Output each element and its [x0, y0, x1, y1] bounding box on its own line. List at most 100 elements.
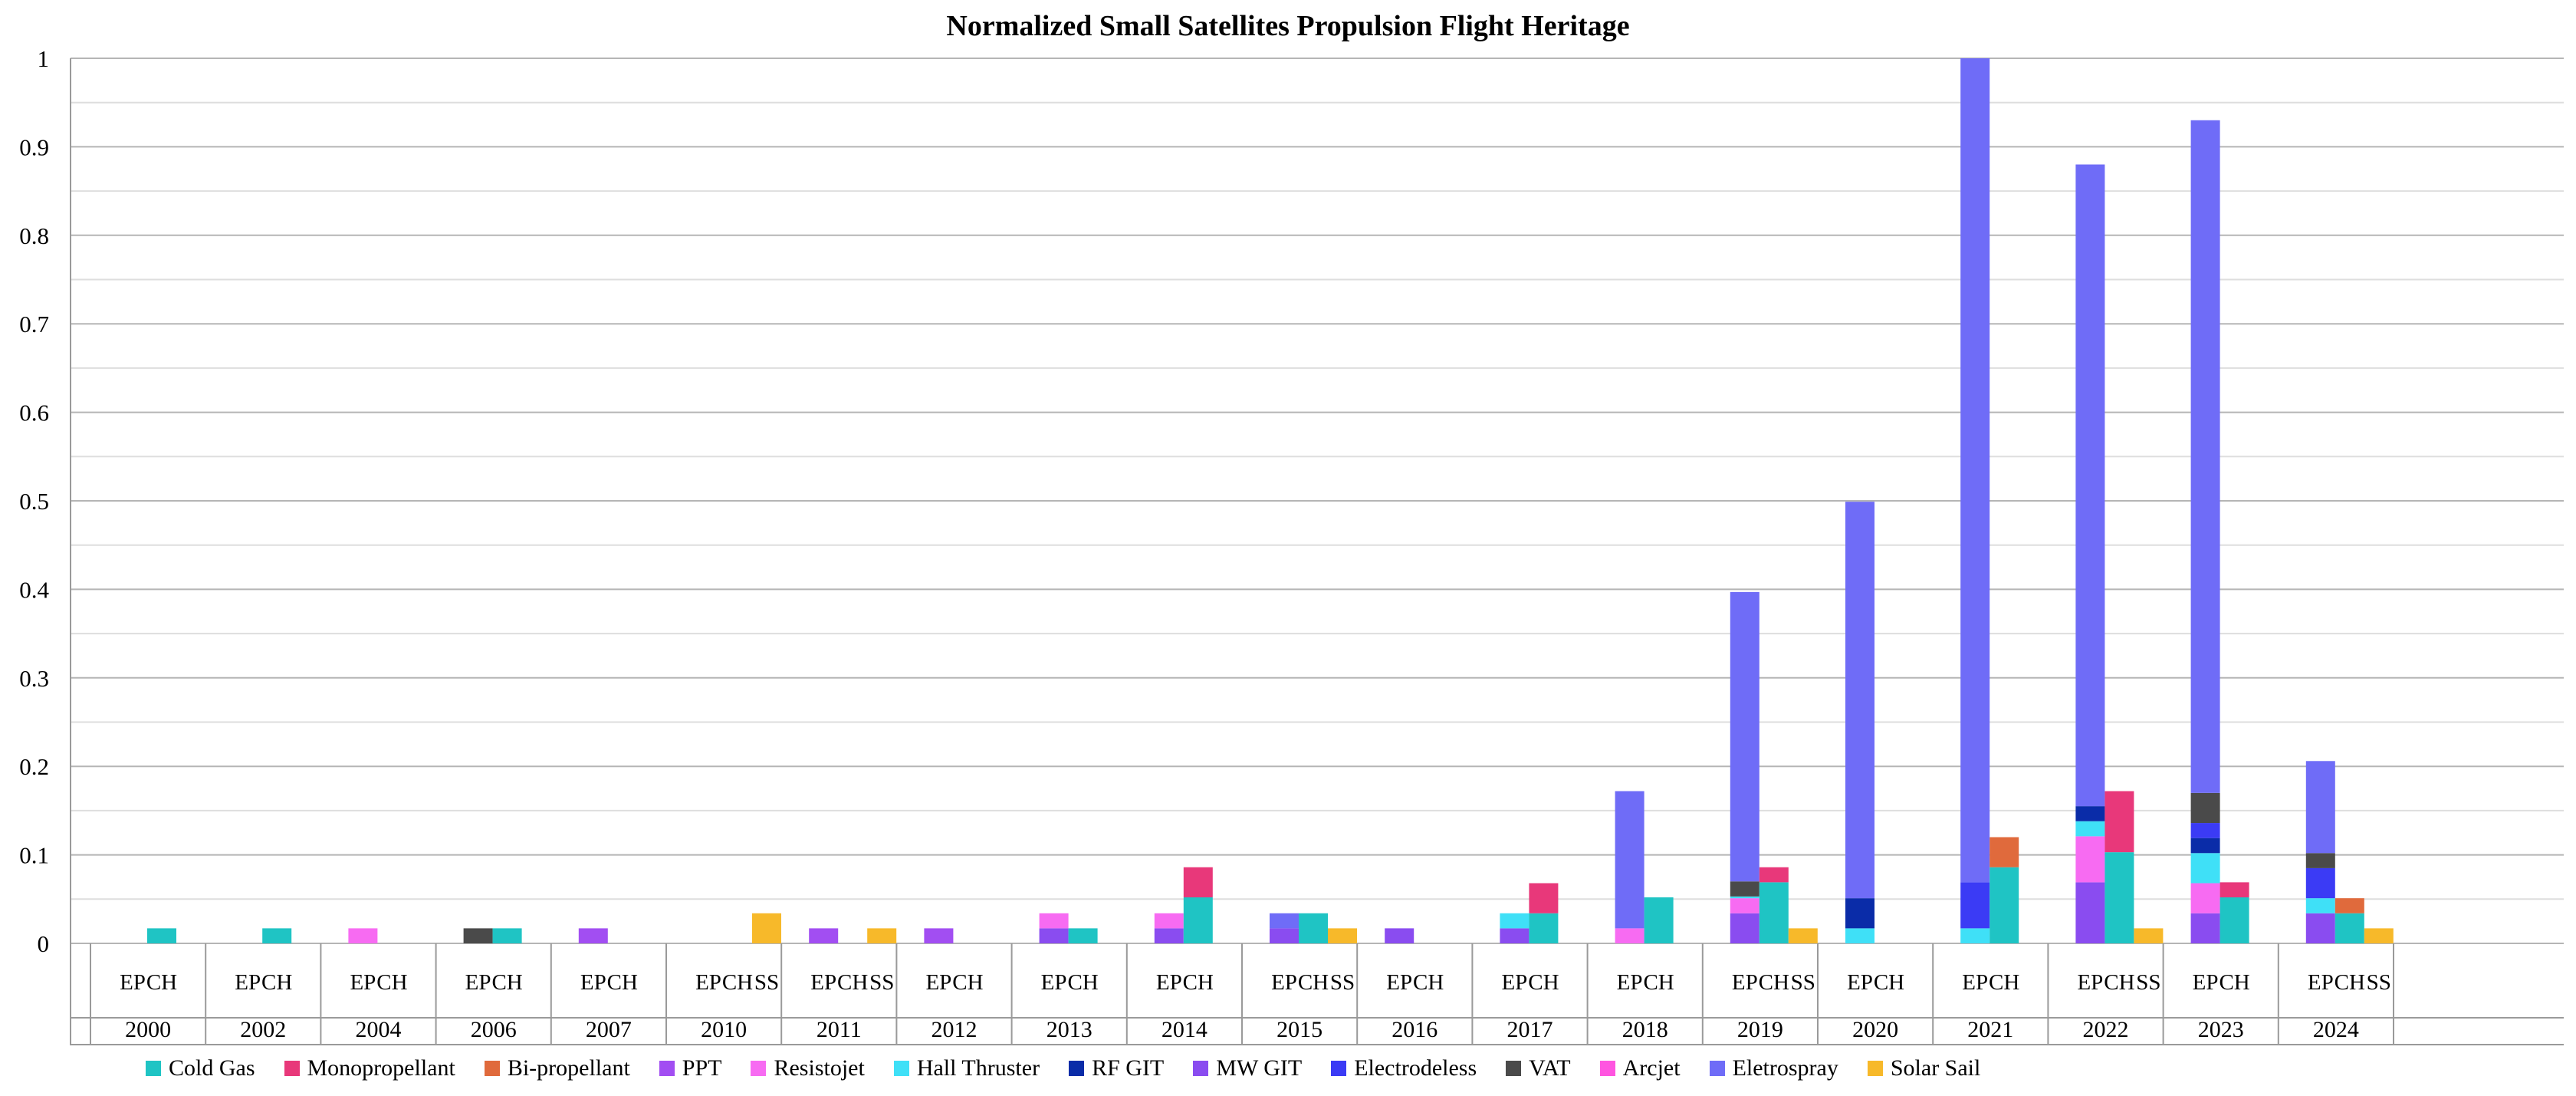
- bar-segment: [1039, 928, 1069, 943]
- bar-segment: [1529, 913, 1559, 943]
- legend-swatch: [1709, 1061, 1725, 1076]
- bar-segment: [1990, 837, 2019, 867]
- bar-segment: [1730, 881, 1760, 897]
- legend-item: Hall Thruster: [893, 1055, 1040, 1081]
- bar-segment: [1529, 883, 1559, 913]
- bar-segment: [924, 928, 954, 943]
- y-tick-label: 0.2: [19, 753, 49, 780]
- bar-segment: [1299, 913, 1328, 943]
- legend-label: PPT: [682, 1055, 722, 1081]
- x-group-label: 2017: [1507, 1017, 1553, 1042]
- bar-segment: [1845, 502, 1875, 899]
- y-tick-label: 0: [38, 930, 50, 957]
- legend-item: Eletrospray: [1709, 1055, 1838, 1081]
- bar-segment: [2075, 836, 2105, 883]
- bar-label: SS: [1791, 970, 1815, 995]
- bar-label: SS: [754, 970, 779, 995]
- legend-swatch: [1599, 1061, 1615, 1076]
- bar-label: EP: [1847, 970, 1873, 995]
- bar-label: EP: [235, 970, 261, 995]
- bar-segment: [2305, 913, 2335, 943]
- bar-segment: [2305, 867, 2335, 899]
- legend-swatch: [893, 1061, 909, 1076]
- y-tick-label: 0.6: [19, 400, 49, 426]
- bar-segment: [1990, 867, 2019, 943]
- bar-segment: [1730, 913, 1760, 943]
- bar-segment: [1759, 867, 1789, 883]
- bar-segment: [1154, 913, 1184, 929]
- y-tick-label: 0.8: [19, 222, 49, 249]
- bar-segment: [2190, 883, 2220, 913]
- bar-label: CH: [2219, 970, 2249, 995]
- bar-label: EP: [350, 970, 376, 995]
- bar-label: CH: [1183, 970, 1214, 995]
- legend-label: MW GIT: [1216, 1055, 1303, 1081]
- legend-item: Cold Gas: [146, 1055, 255, 1081]
- bar-label: EP: [2308, 970, 2334, 995]
- bar-segment: [1960, 882, 1990, 929]
- bar-label: CH: [722, 970, 753, 995]
- bar-label: EP: [1041, 970, 1067, 995]
- bar-segment: [1730, 896, 1760, 899]
- x-group-label: 2024: [2313, 1017, 2359, 1042]
- legend-label: Electrodeless: [1354, 1055, 1477, 1081]
- legend-swatch: [1193, 1061, 1209, 1076]
- bar-segment: [1730, 898, 1760, 913]
- bar-segment: [1385, 928, 1414, 943]
- bar-label: CH: [1989, 970, 2019, 995]
- bar-segment: [2190, 823, 2220, 838]
- bar-segment: [2190, 913, 2220, 943]
- bar-segment: [2104, 791, 2134, 853]
- bar-segment: [809, 928, 839, 943]
- bar-segment: [1644, 897, 1674, 943]
- bar-label: SS: [869, 970, 894, 995]
- bar-segment: [2334, 898, 2364, 913]
- bar-segment: [752, 913, 781, 943]
- bar-segment: [2305, 898, 2335, 913]
- chart-title: Normalized Small Satellites Propulsion F…: [946, 10, 1630, 42]
- bar-segment: [348, 928, 378, 943]
- legend-label: Arcjet: [1622, 1055, 1681, 1081]
- bar-label: EP: [580, 970, 606, 995]
- bar-segment: [2075, 806, 2105, 821]
- bar-segment: [147, 928, 176, 943]
- bar-segment: [2134, 928, 2164, 943]
- bar-segment: [1960, 58, 1990, 883]
- bar-segment: [1183, 867, 1213, 897]
- bar-segment: [1154, 928, 1184, 943]
- x-group-label: 2020: [1852, 1017, 1898, 1042]
- legend-item: RF GIT: [1069, 1055, 1164, 1081]
- bar-segment: [867, 928, 897, 943]
- chart-legend: Cold Gas Monopropellant Bi-propellant PPT Re…: [146, 1049, 2446, 1088]
- bar-label: EP: [2193, 970, 2219, 995]
- legend-item: Monopropellant: [284, 1055, 455, 1081]
- bar-label: CH: [607, 970, 638, 995]
- x-group-label: 2006: [471, 1017, 517, 1042]
- legend-swatch: [484, 1061, 500, 1076]
- bar-label: CH: [376, 970, 407, 995]
- legend-swatch: [1331, 1061, 1347, 1076]
- x-group-label: 2019: [1737, 1017, 1783, 1042]
- bar-segment: [1960, 928, 1990, 943]
- bar-segment: [1270, 928, 1299, 943]
- legend-item: Resistojet: [751, 1055, 865, 1081]
- x-group-label: 2018: [1622, 1017, 1668, 1042]
- legend-item: VAT: [1506, 1055, 1571, 1081]
- bar-segment: [2364, 928, 2394, 943]
- bar-label: EP: [1732, 970, 1758, 995]
- x-group-label: 2016: [1392, 1017, 1438, 1042]
- bar-segment: [1788, 928, 1818, 943]
- x-group-label: 2014: [1162, 1017, 1208, 1042]
- bar-segment: [2190, 853, 2220, 884]
- bar-segment: [1500, 928, 1530, 943]
- legend-item: PPT: [659, 1055, 722, 1081]
- legend-swatch: [1506, 1061, 1522, 1076]
- bar-segment: [2075, 882, 2105, 943]
- bar-segment: [463, 928, 493, 943]
- x-group-label: 2004: [356, 1017, 402, 1042]
- bar-segment: [1039, 913, 1069, 929]
- bar-segment: [1270, 913, 1299, 929]
- legend-label: Cold Gas: [169, 1055, 255, 1081]
